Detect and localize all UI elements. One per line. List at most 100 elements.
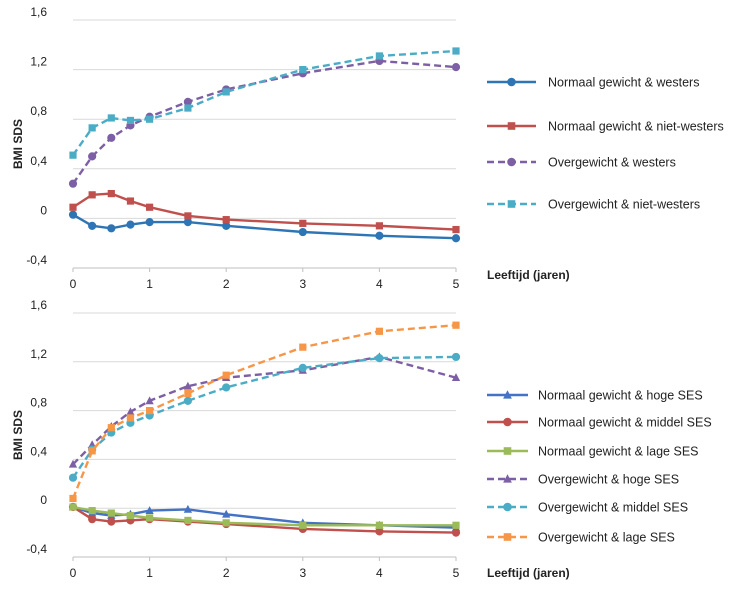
data-point bbox=[299, 343, 307, 351]
x-tick-label: 4 bbox=[376, 566, 383, 580]
y-tick-label: 0 bbox=[40, 203, 47, 217]
y-tick-label: -0,4 bbox=[26, 542, 47, 556]
y-tick-label: 1,6 bbox=[30, 5, 47, 19]
legend-item: Overgewicht & hoge SES bbox=[487, 473, 679, 487]
data-point bbox=[298, 363, 307, 372]
data-point bbox=[183, 97, 192, 106]
data-point bbox=[107, 190, 115, 198]
series-line bbox=[72, 355, 457, 479]
data-point bbox=[184, 389, 192, 398]
data-point bbox=[88, 191, 96, 199]
series-line bbox=[72, 192, 457, 231]
legend-label: Overgewicht & westers bbox=[548, 156, 676, 170]
y-tick-label: 0 bbox=[40, 493, 47, 507]
chart-panel-2: -0,4 0 0,4 0,8 1,2 1,6 0 1 2 3 4 5 BMI SDS Leeftijd (… bbox=[11, 298, 712, 580]
data-point bbox=[68, 210, 78, 219]
series-1 bbox=[68, 210, 461, 243]
data-point bbox=[375, 222, 383, 230]
series-line bbox=[72, 505, 456, 527]
y-tick-label: 0,4 bbox=[30, 444, 47, 458]
data-point bbox=[451, 352, 461, 362]
data-point bbox=[88, 507, 96, 515]
data-point bbox=[452, 47, 460, 55]
data-point bbox=[69, 203, 77, 211]
x-tick-label: 0 bbox=[70, 566, 77, 580]
x-tick-label: 2 bbox=[223, 566, 230, 580]
series-line bbox=[72, 49, 457, 156]
data-point bbox=[222, 221, 231, 230]
legend-label: Normaal gewicht & westers bbox=[548, 76, 699, 90]
x-axis-label: Leeftijd (jaren) bbox=[487, 566, 570, 580]
x-tick-label: 0 bbox=[70, 277, 77, 291]
data-point bbox=[452, 225, 460, 234]
legend-label: Normaal gewicht & niet-westers bbox=[548, 120, 724, 134]
legend-swatch-marker bbox=[503, 447, 512, 455]
x-tick-label: 1 bbox=[146, 566, 153, 580]
legend-swatch-marker bbox=[503, 502, 512, 512]
data-point bbox=[88, 515, 97, 524]
legend-item: Normaal gewicht & hoge SES bbox=[487, 389, 703, 403]
data-point bbox=[222, 519, 230, 527]
legend-swatch-marker bbox=[503, 533, 512, 541]
data-point bbox=[126, 197, 135, 205]
x-tick-label: 5 bbox=[453, 566, 460, 580]
data-point bbox=[88, 124, 96, 132]
legend-swatch-marker bbox=[507, 122, 516, 130]
data-point bbox=[146, 407, 154, 415]
data-point bbox=[146, 115, 154, 123]
y-axis-label: BMI SDS bbox=[11, 119, 25, 169]
y-tick-label: -0,4 bbox=[26, 253, 47, 267]
legend-label: Overgewicht & lage SES bbox=[538, 531, 675, 545]
data-point bbox=[68, 473, 78, 482]
data-point bbox=[451, 373, 461, 382]
data-point bbox=[375, 521, 383, 529]
data-point bbox=[146, 514, 154, 522]
series-line bbox=[71, 324, 457, 499]
y-tick-label: 1,2 bbox=[30, 347, 47, 361]
data-point bbox=[375, 52, 383, 60]
data-point bbox=[107, 224, 116, 233]
legend-label: Normaal gewicht & hoge SES bbox=[538, 389, 703, 403]
legend-item: Normaal gewicht & lage SES bbox=[487, 445, 699, 459]
data-point bbox=[107, 114, 115, 122]
legend-label: Overgewicht & niet-westers bbox=[548, 198, 700, 212]
y-tick-label: 0,8 bbox=[30, 104, 47, 118]
data-point bbox=[299, 521, 307, 529]
data-point bbox=[222, 509, 231, 518]
data-point bbox=[451, 234, 461, 243]
data-point bbox=[298, 227, 307, 237]
legend-swatch-marker bbox=[503, 474, 512, 483]
data-point bbox=[107, 517, 116, 526]
legend: Normaal gewicht & westers Normaal gewicht… bbox=[487, 76, 724, 212]
legend-item: Overgewicht & niet-westers bbox=[487, 198, 700, 212]
data-point bbox=[184, 212, 192, 220]
series-line bbox=[72, 213, 457, 240]
series-6 bbox=[69, 321, 460, 503]
legend: Normaal gewicht & hoge SES Normaal gewich… bbox=[487, 389, 712, 545]
data-point bbox=[126, 414, 135, 422]
data-point bbox=[107, 424, 115, 432]
data-point bbox=[222, 383, 231, 392]
data-point bbox=[451, 528, 461, 537]
series-line bbox=[72, 505, 457, 529]
legend-item: Overgewicht & lage SES bbox=[487, 531, 675, 545]
y-tick-label: 0,4 bbox=[30, 154, 47, 168]
legend-swatch-marker bbox=[503, 417, 512, 427]
data-point bbox=[88, 221, 97, 230]
data-point bbox=[107, 133, 116, 142]
legend-swatch-marker bbox=[507, 200, 516, 208]
x-tick-label: 5 bbox=[453, 277, 460, 291]
data-point bbox=[88, 447, 96, 455]
data-point bbox=[452, 521, 460, 529]
legend-swatch-marker bbox=[503, 390, 512, 399]
data-point bbox=[126, 116, 135, 125]
data-point bbox=[126, 220, 135, 229]
x-tick-label: 3 bbox=[299, 566, 306, 580]
series-2 bbox=[69, 190, 460, 234]
data-point bbox=[88, 152, 97, 161]
data-point bbox=[222, 371, 230, 379]
data-point bbox=[69, 151, 77, 159]
data-point bbox=[375, 231, 384, 240]
data-point bbox=[145, 396, 154, 405]
